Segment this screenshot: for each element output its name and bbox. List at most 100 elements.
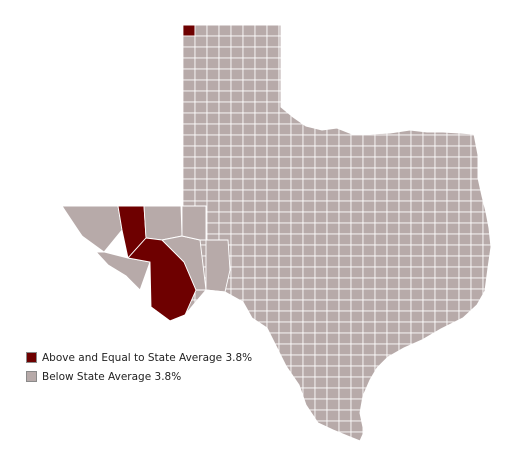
county-below [410, 35, 424, 48]
county-below [326, 365, 340, 378]
county-below [422, 211, 436, 224]
county-below [398, 134, 412, 147]
county-below [458, 68, 472, 81]
county-below [434, 409, 448, 422]
legend-label-below: Below State Average 3.8% [42, 370, 182, 383]
county-below [206, 90, 220, 103]
county-below [194, 90, 208, 103]
county-below [350, 156, 364, 169]
county-below [218, 25, 232, 37]
county-below [458, 420, 472, 433]
county-below [434, 189, 448, 202]
county-below [242, 409, 256, 422]
county-below [290, 68, 304, 81]
county-below [374, 343, 388, 356]
county-below [338, 233, 352, 246]
county-below [194, 134, 208, 147]
county-below [278, 398, 292, 411]
county-below [470, 310, 484, 323]
county-below [326, 112, 340, 125]
county-below [314, 189, 328, 202]
county-below [242, 35, 256, 48]
county-below [374, 255, 388, 268]
county-below [266, 123, 280, 136]
county-below [254, 167, 268, 180]
county-below [182, 57, 196, 70]
county-below [230, 178, 244, 191]
county-below [482, 398, 491, 411]
county-below [398, 145, 412, 158]
county-below [470, 409, 484, 422]
county-below [434, 376, 448, 389]
county-below [290, 332, 304, 345]
county-below [386, 90, 400, 103]
county-below [386, 288, 400, 301]
county-below [410, 244, 424, 257]
county-below [398, 200, 412, 213]
county-below [206, 79, 220, 92]
county-below [290, 420, 304, 433]
county-below [410, 112, 424, 125]
county-below [314, 167, 328, 180]
legend: Above and Equal to State Average 3.8% Be… [26, 348, 252, 386]
county-below [470, 46, 484, 59]
county-below [278, 189, 292, 202]
county-below [326, 222, 340, 235]
county-below [230, 211, 244, 224]
county-below [327, 443, 339, 454]
county-below [326, 244, 340, 257]
county-below [482, 35, 491, 48]
county-below [314, 101, 328, 114]
county-below [374, 387, 388, 400]
county-below [386, 376, 400, 389]
county-below [278, 222, 292, 235]
county-below [422, 398, 436, 411]
county-below [242, 145, 256, 158]
county-below [362, 277, 376, 290]
county-below [374, 189, 388, 202]
county-below [194, 321, 208, 334]
county-below [447, 443, 459, 454]
county-tiles [182, 25, 491, 454]
county-below [218, 332, 232, 345]
county-below [422, 266, 436, 279]
county-below [339, 443, 351, 454]
county-below [242, 156, 256, 169]
county-below [398, 112, 412, 125]
county-below [458, 167, 472, 180]
county-below [254, 189, 268, 202]
county-below [194, 398, 208, 411]
county-below [230, 68, 244, 81]
county-below [266, 79, 280, 92]
county-below [386, 420, 400, 433]
county-below [362, 321, 376, 334]
county-below [374, 25, 388, 37]
county-below [290, 79, 304, 92]
county-below [374, 57, 388, 70]
county-below [446, 90, 460, 103]
county-below [470, 134, 484, 147]
county-below [446, 343, 460, 356]
county-below [470, 255, 484, 268]
county-below [422, 288, 436, 301]
county-below [434, 35, 448, 48]
county-below [266, 409, 280, 422]
county-below [470, 321, 484, 334]
county-below [458, 365, 472, 378]
county-below [482, 354, 491, 367]
county-below [350, 277, 364, 290]
county-below [482, 244, 491, 257]
county-below [338, 255, 352, 268]
county-below [446, 354, 460, 367]
county-below [302, 222, 316, 235]
county-below [482, 277, 491, 290]
county-below [231, 443, 243, 454]
county-below [254, 112, 268, 125]
county-below [446, 68, 460, 81]
county-below [410, 68, 424, 81]
county-below [266, 211, 280, 224]
county-below [386, 134, 400, 147]
county-below [482, 123, 491, 136]
county-below [470, 156, 484, 169]
county-below [458, 112, 472, 125]
